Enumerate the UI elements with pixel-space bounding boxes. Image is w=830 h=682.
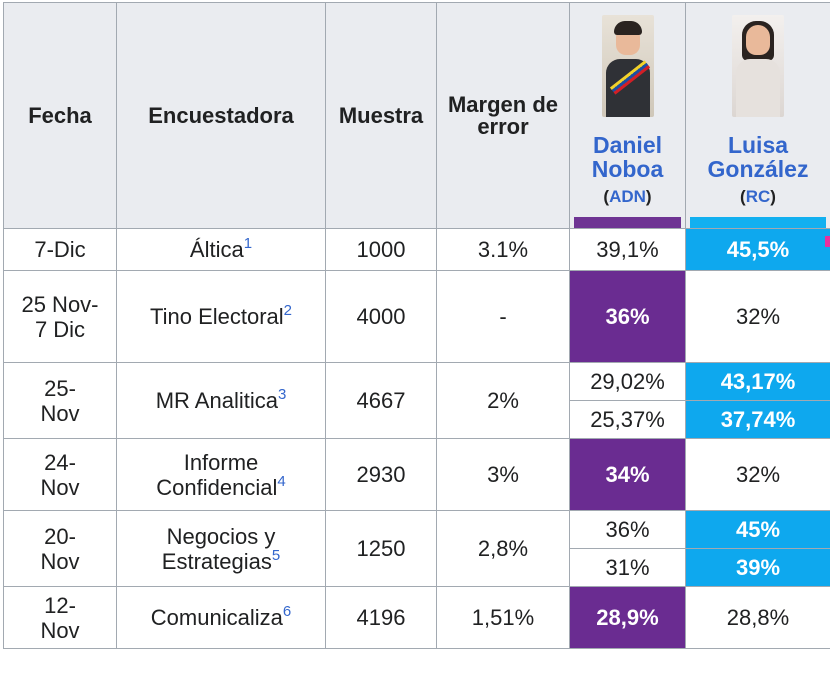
cell-fecha: 7-Dic bbox=[4, 229, 117, 271]
poll-table: Fecha Encuestadora Muestra Margen de err… bbox=[3, 2, 830, 649]
candidate-photo-gonzalez[interactable] bbox=[732, 15, 784, 117]
cell-margen: 3.1% bbox=[437, 229, 570, 271]
party-color-bar-adn bbox=[574, 217, 681, 228]
cell-muestra: 4667 bbox=[326, 363, 437, 439]
pollster-name: Informe Confidencial bbox=[156, 450, 277, 500]
cell-noboa: 31% bbox=[570, 549, 686, 587]
table-row: 12-Nov Comunicaliza6 4196 1,51% 28,9% 28… bbox=[4, 587, 830, 649]
cell-noboa: 28,9% bbox=[570, 587, 686, 649]
col-header-noboa: Daniel Noboa (ADN) bbox=[570, 3, 686, 229]
pollster-name: Comunicaliza bbox=[151, 605, 283, 630]
cell-margen: 2,8% bbox=[437, 511, 570, 587]
reference-link[interactable]: 5 bbox=[272, 547, 280, 564]
cell-fecha: 25 Nov-7 Dic bbox=[4, 271, 117, 363]
candidate-name-noboa[interactable]: Daniel Noboa bbox=[574, 133, 681, 181]
cell-encuestadora: Tino Electoral2 bbox=[117, 271, 326, 363]
cell-encuestadora: Comunicaliza6 bbox=[117, 587, 326, 649]
pollster-name: Áltica bbox=[190, 237, 244, 262]
col-header-encuestadora: Encuestadora bbox=[117, 3, 326, 229]
cell-noboa: 29,02% bbox=[570, 363, 686, 401]
party-link-adn[interactable]: ADN bbox=[609, 187, 646, 206]
reference-link[interactable]: 6 bbox=[283, 603, 291, 620]
cell-noboa: 36% bbox=[570, 271, 686, 363]
cell-encuestadora: Negocios y Estrategias5 bbox=[117, 511, 326, 587]
cell-gonzalez: 28,8% bbox=[686, 587, 830, 649]
cell-margen: 1,51% bbox=[437, 587, 570, 649]
cell-encuestadora: Informe Confidencial4 bbox=[117, 439, 326, 511]
reference-link[interactable]: 4 bbox=[277, 473, 285, 490]
col-header-margen: Margen de error bbox=[437, 3, 570, 229]
header-row: Fecha Encuestadora Muestra Margen de err… bbox=[4, 3, 830, 229]
table-row: 24-Nov Informe Confidencial4 2930 3% 34%… bbox=[4, 439, 830, 511]
cell-fecha: 25-Nov bbox=[4, 363, 117, 439]
table-row: 7-Dic Áltica1 1000 3.1% 39,1% 45,5% bbox=[4, 229, 830, 271]
cell-muestra: 2930 bbox=[326, 439, 437, 511]
cell-muestra: 1250 bbox=[326, 511, 437, 587]
cell-muestra: 1000 bbox=[326, 229, 437, 271]
party-color-bar-rc bbox=[690, 217, 826, 228]
col-header-muestra: Muestra bbox=[326, 3, 437, 229]
cell-margen: 2% bbox=[437, 363, 570, 439]
party-color-bar-extra bbox=[825, 236, 830, 247]
cell-noboa: 25,37% bbox=[570, 401, 686, 439]
cell-noboa: 34% bbox=[570, 439, 686, 511]
cell-gonzalez: 32% bbox=[686, 439, 830, 511]
cell-fecha: 24-Nov bbox=[4, 439, 117, 511]
cell-fecha: 12-Nov bbox=[4, 587, 117, 649]
table-row: 25 Nov-7 Dic Tino Electoral2 4000 - 36% … bbox=[4, 271, 830, 363]
cell-muestra: 4000 bbox=[326, 271, 437, 363]
candidate-photo-noboa[interactable] bbox=[602, 15, 654, 117]
table-row: 20-Nov Negocios y Estrategias5 1250 2,8%… bbox=[4, 511, 830, 549]
reference-link[interactable]: 1 bbox=[244, 235, 252, 252]
reference-link[interactable]: 3 bbox=[278, 386, 286, 403]
cell-encuestadora: Áltica1 bbox=[117, 229, 326, 271]
cell-gonzalez: 37,74% bbox=[686, 401, 830, 439]
pollster-name: Tino Electoral bbox=[150, 304, 284, 329]
col-header-fecha: Fecha bbox=[4, 3, 117, 229]
cell-gonzalez: 39% bbox=[686, 549, 830, 587]
candidate-party-gonzalez: (RC) bbox=[690, 185, 826, 209]
cell-gonzalez: 32% bbox=[686, 271, 830, 363]
cell-fecha: 20-Nov bbox=[4, 511, 117, 587]
cell-noboa: 39,1% bbox=[570, 229, 686, 271]
pollster-name: MR Analitica bbox=[156, 388, 278, 413]
cell-gonzalez: 45% bbox=[686, 511, 830, 549]
party-link-rc[interactable]: RC bbox=[746, 187, 771, 206]
candidate-party-noboa: (ADN) bbox=[574, 185, 681, 209]
cell-margen: - bbox=[437, 271, 570, 363]
cell-gonzalez: 45,5% bbox=[686, 229, 830, 271]
cell-margen: 3% bbox=[437, 439, 570, 511]
cell-encuestadora: MR Analitica3 bbox=[117, 363, 326, 439]
pollster-name: Negocios y Estrategias bbox=[162, 524, 276, 574]
cell-noboa: 36% bbox=[570, 511, 686, 549]
candidate-name-gonzalez[interactable]: Luisa González bbox=[690, 133, 826, 181]
table-row: 25-Nov MR Analitica3 4667 2% 29,02% 43,1… bbox=[4, 363, 830, 401]
cell-gonzalez: 43,17% bbox=[686, 363, 830, 401]
cell-muestra: 4196 bbox=[326, 587, 437, 649]
reference-link[interactable]: 2 bbox=[284, 302, 292, 319]
col-header-gonzalez: Luisa González (RC) bbox=[686, 3, 830, 229]
